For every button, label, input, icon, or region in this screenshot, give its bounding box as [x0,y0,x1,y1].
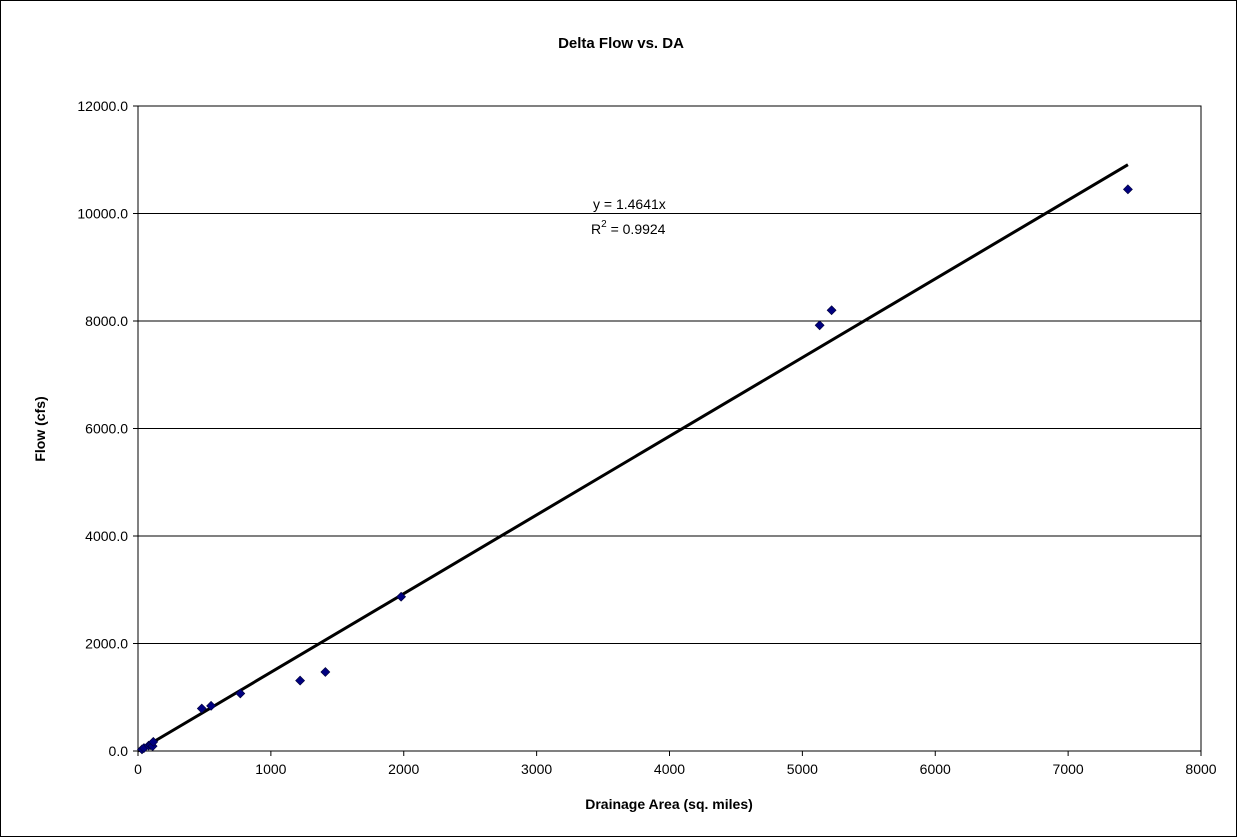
data-point [320,667,331,677]
y-tick-label: 4000.0 [85,528,128,544]
y-tick-label: 10000.0 [77,206,128,222]
x-tick-label: 7000 [1053,761,1084,777]
x-tick-label: 3000 [521,761,552,777]
trendline-path [137,163,1129,753]
r-squared-value: = 0.9924 [607,221,666,237]
r-squared-superscript: 2 [601,219,607,230]
y-tick-label: 6000.0 [85,421,128,437]
y-axis-title: Flow (cfs) [32,396,48,461]
x-tick-label: 1000 [255,761,286,777]
x-tick-label: 2000 [388,761,419,777]
data-point [814,320,825,331]
gridlines [138,213,1201,644]
data-points [137,184,1133,755]
trendline-r-squared: R2 = 0.9924 [591,219,666,237]
x-tick-label: 6000 [920,761,951,777]
x-tick-label: 4000 [654,761,685,777]
trendline [137,163,1129,753]
data-point [206,700,217,711]
y-tick-label: 8000.0 [85,313,128,329]
x-tick-label: 5000 [787,761,818,777]
axis-ticks: 0.0 2000.0 4000.0 6000.0 8000.0 10000.0 12000.… [77,98,1216,777]
data-point [196,703,207,714]
data-point [148,736,159,747]
data-point [1122,184,1133,195]
chart-title: Delta Flow vs. DA [558,35,684,52]
data-point [826,305,837,316]
y-tick-label: 0.0 [109,743,129,759]
data-point [396,591,407,602]
r-squared-base: R [591,221,601,237]
y-tick-label: 2000.0 [85,636,128,652]
x-tick-label: 0 [134,761,142,777]
x-axis-title: Drainage Area (sq. miles) [585,796,753,812]
data-point [235,688,246,699]
y-tick-label: 12000.0 [77,98,128,114]
trendline-equation: y = 1.4641x [593,196,666,212]
data-point [295,675,306,686]
x-tick-label: 8000 [1185,761,1216,777]
